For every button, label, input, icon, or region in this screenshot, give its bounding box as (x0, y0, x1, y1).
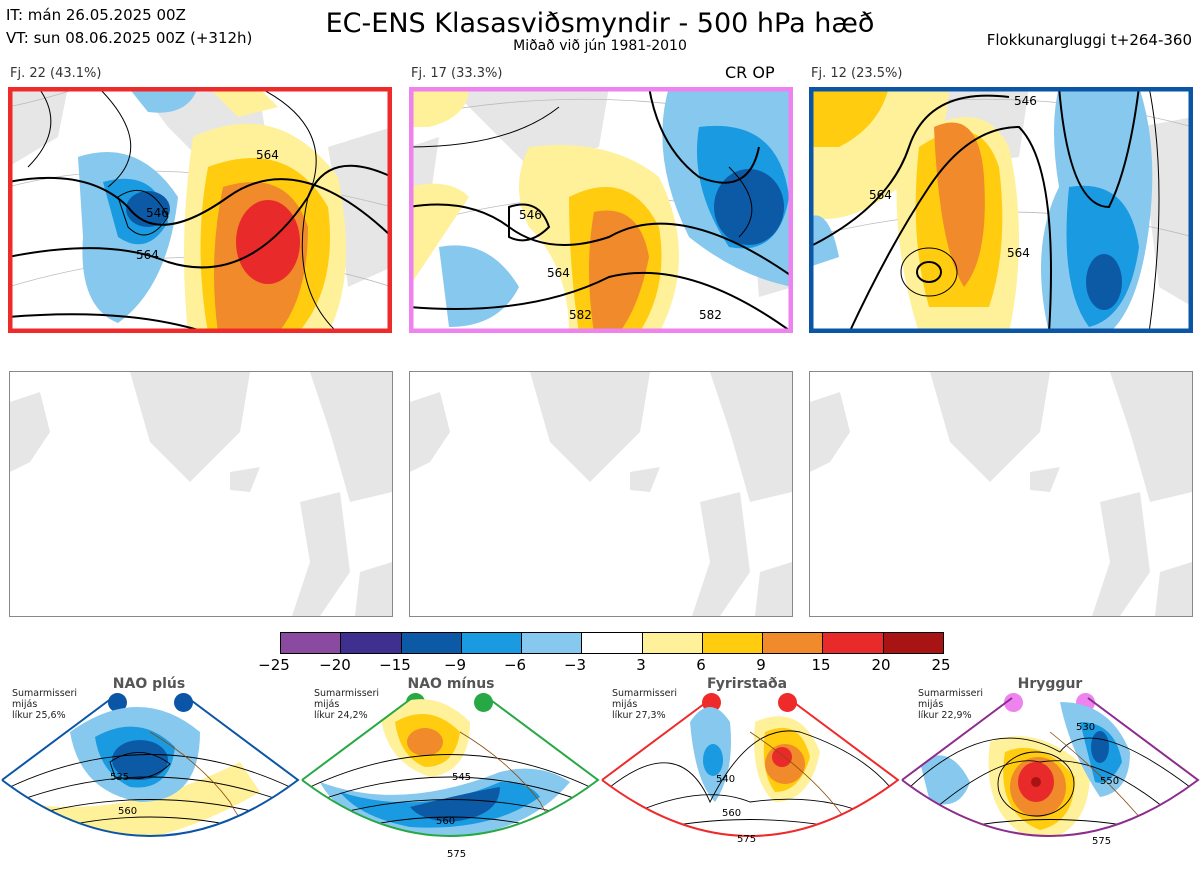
regime-1-desc: Sumarmisseri mijás líkur 25,6% (12, 688, 78, 721)
control-operational-tag: CR OP (725, 63, 775, 82)
regime-contour-label: 560 (722, 808, 741, 819)
colorbar-swatch (823, 633, 884, 653)
cluster-1-map: 564 564 546 (8, 87, 392, 333)
empty-map-3 (809, 371, 1193, 617)
colorbar-swatch (401, 633, 462, 653)
contour-label: 564 (1007, 246, 1030, 260)
regime-contour-label: 535 (110, 772, 129, 783)
colorbar-swatch (582, 633, 643, 653)
contour-label: 546 (1014, 94, 1037, 108)
regime-3-dot (778, 693, 797, 712)
colorbar-tick: −25 (258, 656, 290, 674)
contour-label: 564 (869, 188, 892, 202)
colorbar-tick: −15 (379, 656, 411, 674)
cluster-2-label: Fj. 17 (33.3%) (411, 66, 503, 81)
colorbar-swatch (763, 633, 824, 653)
regime-4-desc: Sumarmisseri mijás líkur 22,9% (918, 688, 984, 721)
colorbar-swatch (642, 633, 703, 653)
colorbar (280, 632, 944, 654)
regime-3-map: 540 560 575 (601, 697, 900, 845)
regime-contour-label: 575 (737, 834, 756, 845)
regime-1-dot (108, 693, 127, 712)
regime-1-name: NAO plús (112, 676, 186, 692)
regime-1-map: 535 560 (1, 697, 300, 837)
regime-contour-label: 540 (716, 774, 735, 785)
regime-4-name: Hryggur (1017, 676, 1083, 692)
regime-3-desc: Sumarmisseri mijás líkur 27,3% (612, 688, 678, 721)
colorbar-swatch (281, 633, 342, 653)
colorbar-tick: 25 (931, 656, 951, 674)
regime-3-name: Fyrirstaða (706, 676, 788, 692)
colorbar-tick: −9 (443, 656, 467, 674)
regime-contour-label: 560 (118, 806, 137, 817)
cluster-1-label: Fj. 22 (43.1%) (10, 66, 102, 81)
contour-label: 546 (146, 206, 169, 220)
colorbar-swatch (883, 633, 943, 653)
colorbar-swatch (461, 633, 523, 653)
colorbar-tick: 20 (871, 656, 891, 674)
contour-label: 564 (136, 248, 159, 262)
colorbar-swatch (341, 633, 402, 653)
regime-contour-label: 545 (452, 772, 471, 783)
colorbar-swatch (702, 633, 764, 653)
regime-4-dot (1004, 693, 1023, 712)
regime-contour-label: 550 (1100, 776, 1119, 787)
contour-label: 564 (547, 266, 570, 280)
colorbar-tick: −3 (563, 656, 587, 674)
empty-map-1 (9, 371, 393, 617)
page-title: EC-ENS Klasasviðsmyndir - 500 hPa hæð (325, 8, 875, 39)
colorbar-tick: 3 (636, 656, 646, 674)
regime-2-map: 545 560 575 (301, 697, 600, 860)
cluster-3-label: Fj. 12 (23.5%) (811, 66, 903, 81)
classification-window: Flokkunargluggi t+264-360 (986, 31, 1192, 49)
regime-contour-label: 560 (436, 816, 455, 827)
contour-label: 564 (256, 148, 279, 162)
colorbar-tick: 9 (756, 656, 766, 674)
issue-time: IT: mán 26.05.2025 00Z (6, 6, 186, 24)
contour-label: 582 (569, 308, 592, 322)
regime-3-dot (702, 693, 721, 712)
valid-time: VT: sun 08.06.2025 00Z (+312h) (6, 29, 253, 47)
colorbar-tick: −20 (319, 656, 351, 674)
colorbar-tick: 15 (811, 656, 831, 674)
regime-2-desc: Sumarmisseri mijás líkur 24,2% (314, 688, 380, 721)
cluster-2-map: 546 564 582 582 (409, 87, 793, 333)
regime-4-map: 530 550 575 (901, 697, 1200, 847)
cluster-3-map: 564 564 546 (809, 87, 1193, 333)
colorbar-tick: 6 (696, 656, 706, 674)
empty-map-2 (409, 371, 793, 617)
contour-label: 546 (519, 208, 542, 222)
colorbar-tick: −6 (503, 656, 527, 674)
colorbar-swatch (522, 633, 583, 653)
page-subtitle: Miðað við jún 1981-2010 (513, 38, 687, 54)
regime-contour-label: 575 (1092, 836, 1111, 847)
contour-label: 582 (699, 308, 722, 322)
regime-2-name: NAO mínus (407, 676, 495, 692)
regime-contour-label: 530 (1076, 722, 1095, 733)
regime-contour-label: 575 (447, 849, 466, 860)
